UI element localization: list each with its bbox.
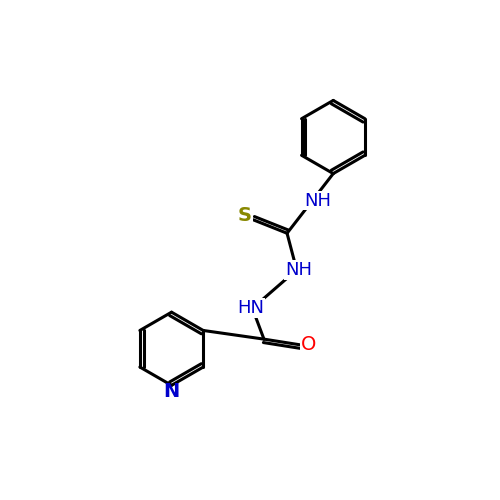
Text: HN: HN <box>237 300 264 318</box>
Text: O: O <box>300 336 316 354</box>
Text: NH: NH <box>285 261 312 279</box>
Text: S: S <box>238 206 252 226</box>
Text: N: N <box>164 382 180 400</box>
Text: NH: NH <box>304 192 332 210</box>
